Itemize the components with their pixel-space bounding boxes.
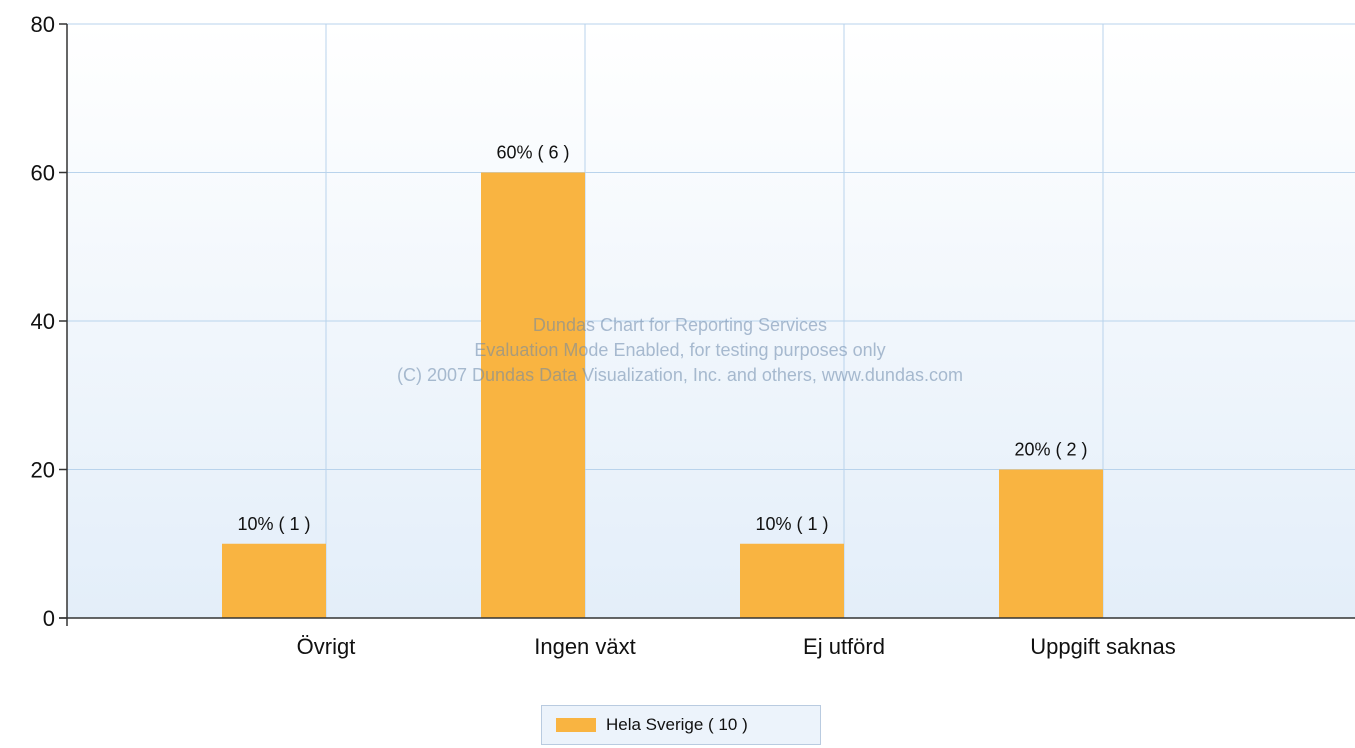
watermark-line: (C) 2007 Dundas Data Visualization, Inc.…	[397, 365, 963, 385]
legend: Hela Sverige ( 10 )	[541, 705, 821, 745]
y-tick-label: 60	[31, 161, 55, 186]
data-label: 10% ( 1 )	[237, 514, 310, 534]
x-tick-label: Övrigt	[297, 634, 356, 659]
legend-label: Hela Sverige ( 10 )	[606, 715, 748, 734]
data-label: 60% ( 6 )	[496, 143, 569, 163]
y-tick-label: 20	[31, 458, 55, 483]
x-tick-label: Uppgift saknas	[1030, 634, 1176, 659]
watermark-line: Evaluation Mode Enabled, for testing pur…	[474, 340, 885, 360]
data-label: 10% ( 1 )	[755, 514, 828, 534]
x-tick-label: Ingen växt	[534, 634, 636, 659]
legend-swatch	[556, 718, 596, 732]
y-tick-label: 0	[43, 606, 55, 631]
bar	[999, 469, 1103, 618]
watermark-line: Dundas Chart for Reporting Services	[533, 315, 827, 335]
y-tick-label: 40	[31, 309, 55, 334]
bar	[481, 172, 585, 618]
bar-chart: 0 20 40 60 80 Övrigt Ingen växt Ej utförd Uppgif…	[31, 12, 1355, 659]
y-tick-label: 80	[31, 12, 55, 37]
bar	[222, 543, 326, 618]
data-label: 20% ( 2 )	[1014, 440, 1087, 460]
bar	[740, 543, 844, 618]
x-tick-label: Ej utförd	[803, 634, 885, 659]
